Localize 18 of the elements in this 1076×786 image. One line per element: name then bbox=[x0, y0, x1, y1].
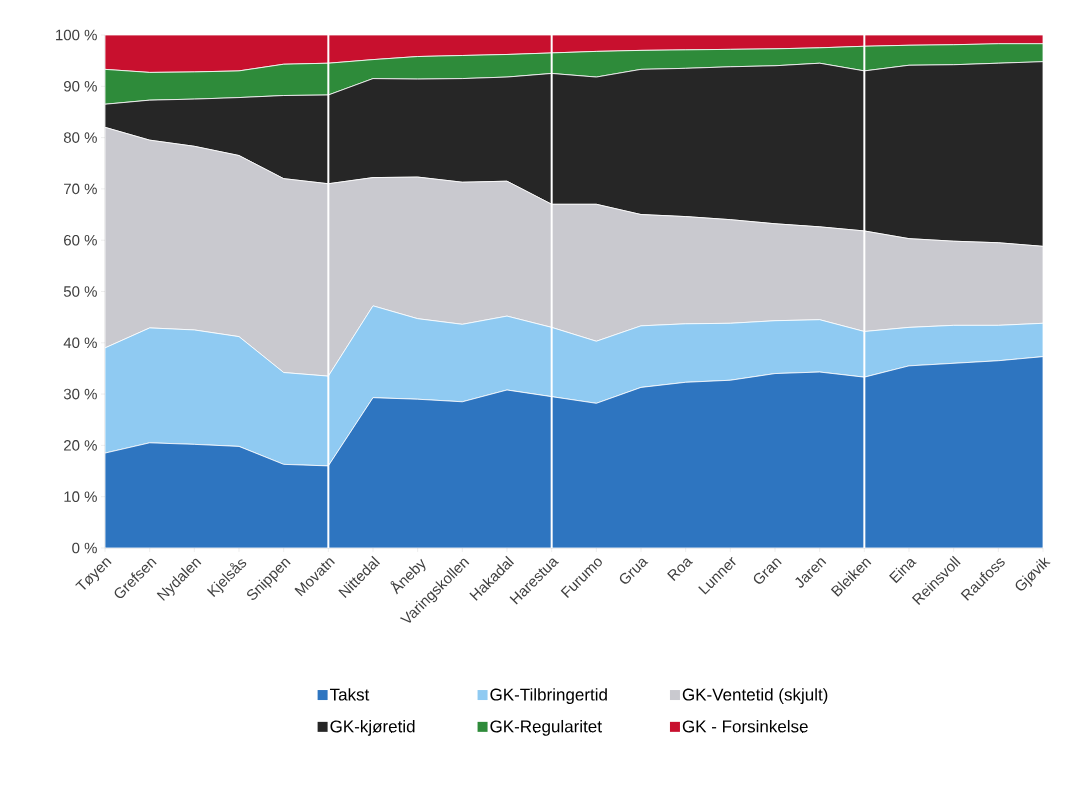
y-tick-label: 40 % bbox=[63, 337, 97, 349]
y-tick-label: 50 % bbox=[63, 286, 97, 297]
y-tick-label: 60 % bbox=[64, 234, 97, 246]
y-tick-label: 80 % bbox=[63, 132, 97, 143]
y-tick-label: 90 % bbox=[63, 80, 97, 92]
legend-label: GK-Regularitet bbox=[490, 719, 602, 736]
legend-label: GK-Ventetid (skjult) bbox=[682, 688, 828, 704]
y-tick-label: 100 % bbox=[56, 29, 97, 41]
legend-label: GK-Tilbringertid bbox=[490, 688, 607, 704]
x-tick-label: Roa bbox=[667, 558, 693, 581]
y-tick-label: 30 % bbox=[63, 388, 97, 400]
legend-label: GK - Forsinkelse bbox=[682, 719, 808, 733]
legend-label: GK-kjøretid bbox=[330, 719, 415, 736]
legend-label: Takst bbox=[329, 688, 370, 701]
y-tick-label: 20 % bbox=[64, 440, 97, 451]
y-tick-label: 0 % bbox=[72, 542, 97, 554]
y-tick-label: 10 % bbox=[64, 491, 97, 502]
y-tick-label: 70 % bbox=[64, 183, 97, 195]
